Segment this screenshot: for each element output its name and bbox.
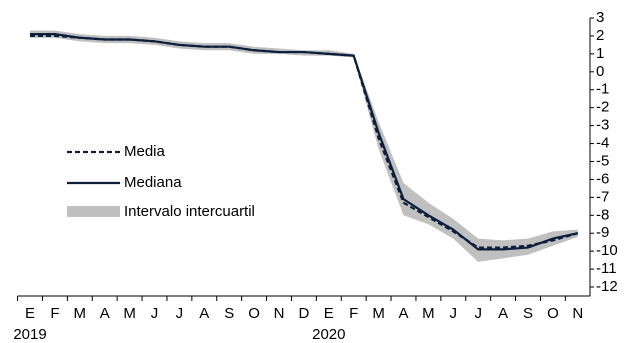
x-tick-label: A bbox=[398, 305, 408, 322]
y-tick-label: -1 bbox=[596, 81, 609, 98]
x-tick-label: E bbox=[324, 305, 334, 322]
y-tick-label: 2 bbox=[596, 27, 604, 44]
y-tick-label: -7 bbox=[596, 188, 609, 205]
y-tick-label: 1 bbox=[596, 45, 604, 62]
x-tick-label: M bbox=[74, 305, 87, 322]
x-tick-label: J bbox=[474, 305, 482, 322]
x-tick-label: S bbox=[224, 305, 234, 322]
y-tick-label: -6 bbox=[596, 170, 609, 187]
x-tick-label: D bbox=[298, 305, 309, 322]
x-tick-label: A bbox=[498, 305, 508, 322]
y-tick-label: -5 bbox=[596, 152, 609, 169]
year-label: 2019 bbox=[13, 326, 46, 343]
y-tick-label: -3 bbox=[596, 117, 609, 134]
line bbox=[30, 33, 579, 251]
x-tick-label: N bbox=[572, 305, 583, 322]
year-label: 2020 bbox=[312, 326, 345, 343]
y-tick-label: -4 bbox=[596, 135, 609, 152]
y-tick-label: -2 bbox=[596, 99, 609, 116]
x-tick-label: M bbox=[422, 305, 435, 322]
x-tick-label: J bbox=[450, 305, 458, 322]
legend-label: Media bbox=[124, 143, 166, 160]
x-tick-label: F bbox=[50, 305, 59, 322]
iqr-band bbox=[30, 30, 578, 262]
y-tick-label: -9 bbox=[596, 224, 609, 241]
legend-swatch bbox=[67, 206, 120, 217]
x-tick-label: J bbox=[176, 305, 184, 322]
x-tick-label: A bbox=[199, 305, 209, 322]
x-tick-label: J bbox=[151, 305, 159, 322]
legend-label: Intervalo intercuartil bbox=[124, 203, 255, 220]
y-tick-label: -12 bbox=[596, 278, 618, 295]
x-tick-label: E bbox=[25, 305, 35, 322]
x-tick-label: O bbox=[547, 305, 559, 322]
x-tick-label: N bbox=[274, 305, 285, 322]
y-tick-label: -10 bbox=[596, 242, 618, 259]
y-tick-label: 0 bbox=[596, 63, 604, 80]
y-tick-label: -8 bbox=[596, 206, 609, 223]
y-tick-label: 3 bbox=[596, 9, 604, 26]
x-tick-label: A bbox=[100, 305, 110, 322]
x-tick-label: M bbox=[372, 305, 385, 322]
legend-label: Mediana bbox=[124, 174, 182, 191]
x-tick-label: S bbox=[523, 305, 533, 322]
x-tick-label: F bbox=[349, 305, 358, 322]
x-tick-label: O bbox=[248, 305, 260, 322]
x-tick-label: M bbox=[123, 305, 136, 322]
y-tick-label: -11 bbox=[596, 260, 617, 277]
